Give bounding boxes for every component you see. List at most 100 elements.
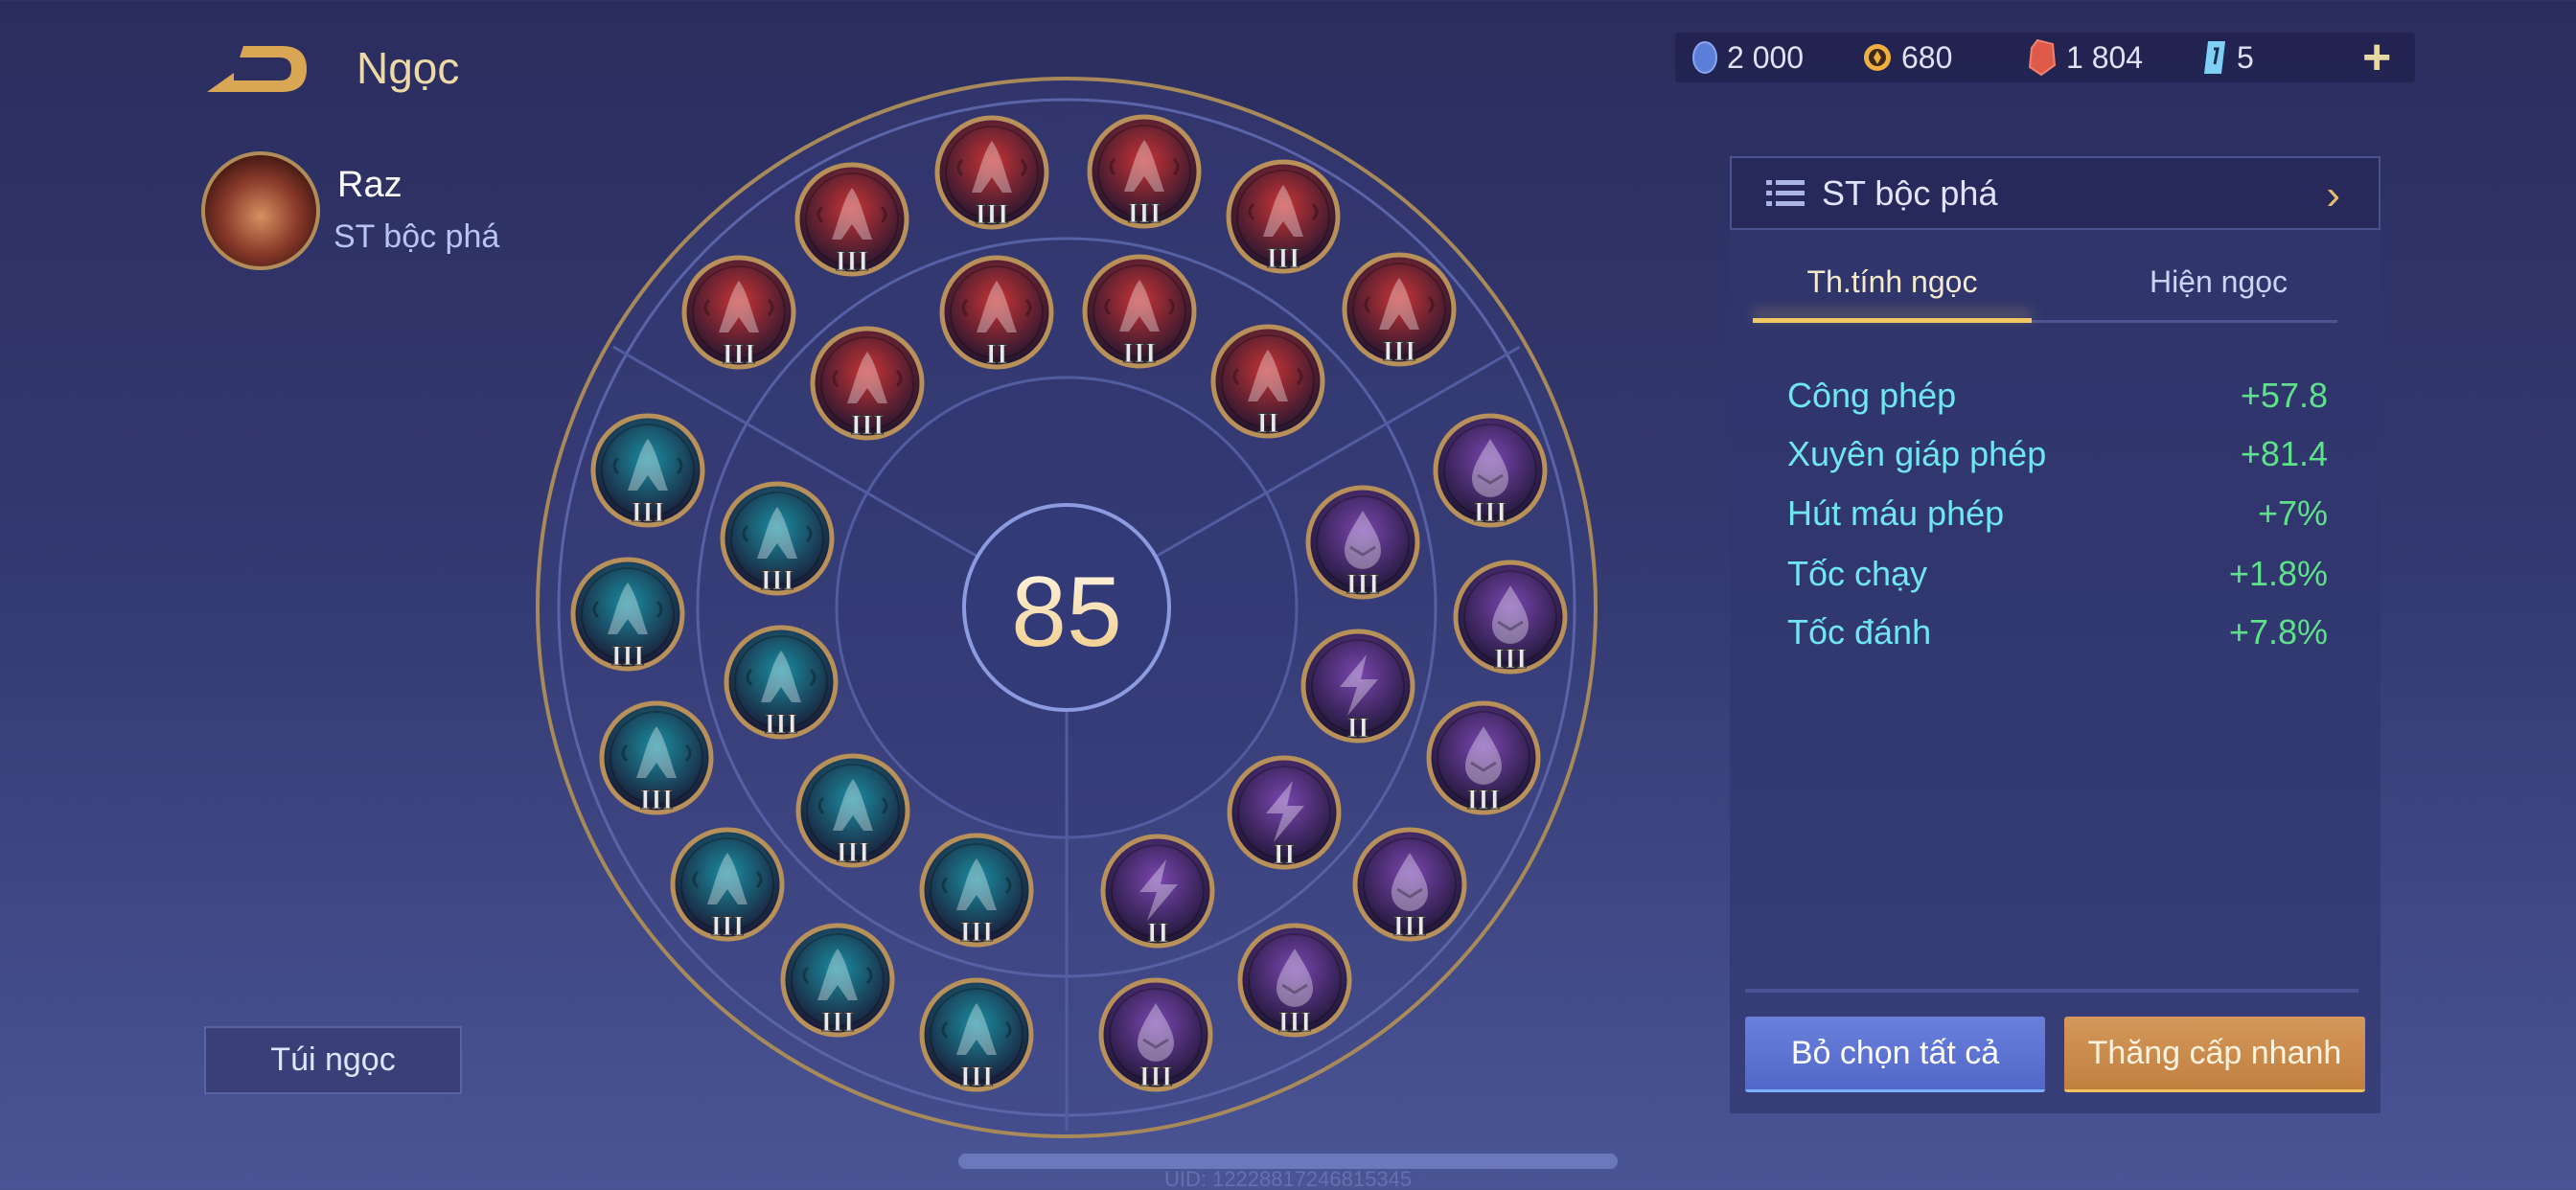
- back-arrow-icon[interactable]: [205, 44, 310, 94]
- gem-slot-red[interactable]: III: [933, 114, 1050, 231]
- arch-gem-icon: III: [670, 827, 785, 942]
- gem-slot-teal[interactable]: III: [569, 556, 686, 673]
- currency-value: 5: [2237, 39, 2254, 75]
- total-gem-level: 85: [971, 556, 1162, 670]
- stat-label: Tốc chạy: [1787, 554, 1928, 593]
- drop-gem-icon: III: [1433, 413, 1548, 528]
- drop-gem-icon: III: [1305, 485, 1420, 600]
- bolt-gem-icon: II: [1100, 834, 1215, 950]
- currency-value: 680: [1901, 39, 1953, 75]
- currency-red-gem[interactable]: 1 804: [2028, 33, 2143, 82]
- hero-avatar[interactable]: [201, 151, 320, 270]
- user-id: UID: 12228817246815345: [1163, 1167, 1413, 1190]
- gem-slot-red[interactable]: III: [809, 325, 926, 442]
- gem-slot-purple[interactable]: III: [1425, 699, 1542, 816]
- gem-slot-teal[interactable]: III: [918, 832, 1035, 949]
- gem-level: III: [1473, 496, 1506, 528]
- gem-slot-red[interactable]: III: [794, 161, 910, 278]
- gem-level: III: [761, 564, 794, 596]
- gem-slot-teal[interactable]: III: [589, 412, 706, 529]
- gem-slot-red[interactable]: III: [1341, 251, 1458, 368]
- gem-slot-red[interactable]: III: [680, 254, 797, 371]
- add-currency-button[interactable]: +: [2362, 30, 2392, 85]
- gem-level: III: [639, 784, 673, 815]
- gem-slot-purple[interactable]: III: [1304, 484, 1421, 601]
- stat-label: Hút máu phép: [1787, 493, 2005, 533]
- preset-selector[interactable]: ST bộc phá ›: [1730, 156, 2380, 230]
- gem-level: III: [959, 916, 993, 948]
- gem-slot-teal[interactable]: III: [918, 976, 1035, 1093]
- stat-value: +57.8: [2240, 376, 2328, 415]
- gem-bag-button[interactable]: Túi ngọc: [204, 1026, 462, 1094]
- gem-slot-purple[interactable]: III: [1432, 412, 1549, 529]
- arch-gem-icon: II: [1210, 324, 1325, 439]
- gem-level: III: [1278, 1006, 1312, 1038]
- gem-level: III: [764, 708, 797, 740]
- stat-value: +7%: [2257, 493, 2328, 533]
- stat-row: Tốc chạy +1.8%: [1787, 554, 2328, 594]
- gem-level: III: [1494, 643, 1528, 675]
- drop-gem-icon: III: [1426, 700, 1541, 815]
- gem-level: III: [1346, 568, 1380, 600]
- bolt-gem-icon: II: [1227, 755, 1342, 870]
- gem-slot-red[interactable]: III: [1081, 253, 1198, 370]
- gem-slot-teal[interactable]: III: [723, 624, 840, 741]
- gem-slot-purple[interactable]: II: [1300, 628, 1416, 744]
- gem-slot-teal[interactable]: III: [794, 752, 911, 869]
- gem-slot-red[interactable]: II: [938, 254, 1055, 371]
- hero-preset-name: ST bộc phá: [334, 218, 500, 255]
- arch-gem-icon: III: [1082, 254, 1197, 370]
- gem-level: III: [1266, 242, 1300, 274]
- bolt-gem-icon: II: [1300, 629, 1415, 744]
- blue-card-icon: [2204, 41, 2225, 74]
- gem-slot-purple[interactable]: III: [1452, 559, 1569, 675]
- gem-slot-purple[interactable]: III: [1097, 976, 1214, 1093]
- arch-gem-icon: III: [919, 977, 1034, 1093]
- quick-upgrade-button[interactable]: Thăng cấp nhanh: [2064, 1017, 2365, 1092]
- gem-slot-teal[interactable]: III: [719, 480, 836, 597]
- stat-row: Tốc đánh +7.8%: [1787, 612, 2328, 652]
- currency-value: 2 000: [1727, 39, 1805, 75]
- gem-slot-purple[interactable]: III: [1351, 826, 1468, 943]
- stat-row: Công phép +57.8: [1787, 376, 2328, 416]
- stat-label: Xuyên giáp phép: [1787, 434, 2047, 473]
- gem-slot-red[interactable]: III: [1225, 158, 1342, 275]
- currency-value: 1 804: [2066, 39, 2144, 75]
- deselect-all-button[interactable]: Bỏ chọn tất cả: [1745, 1017, 2045, 1092]
- arch-gem-icon: III: [780, 923, 895, 1038]
- stat-value: +81.4: [2240, 434, 2328, 473]
- scrollbar[interactable]: [958, 1154, 1618, 1169]
- gem-slot-red[interactable]: III: [1086, 113, 1203, 230]
- gem-slot-teal[interactable]: III: [598, 699, 715, 816]
- tab-show-gems[interactable]: Hiện ngọc: [2149, 264, 2288, 299]
- gem-slot-teal[interactable]: III: [779, 922, 896, 1039]
- gem-slot-red[interactable]: II: [1209, 323, 1326, 440]
- gem-slot-purple[interactable]: II: [1099, 833, 1216, 950]
- gem-slot-purple[interactable]: III: [1236, 922, 1353, 1039]
- arch-gem-icon: III: [720, 481, 835, 597]
- arch-gem-icon: III: [919, 833, 1034, 948]
- arch-gem-icon: III: [724, 625, 839, 741]
- gem-level: II: [1346, 712, 1368, 744]
- gem-level: III: [821, 1006, 855, 1038]
- gem-slot-purple[interactable]: II: [1226, 754, 1343, 871]
- arch-gem-icon: III: [810, 326, 925, 442]
- drop-gem-icon: III: [1453, 560, 1568, 675]
- currency-blue-coin[interactable]: 2 000: [1692, 33, 1804, 82]
- stat-row: Xuyên giáp phép +81.4: [1787, 434, 2328, 474]
- tab-gem-attributes[interactable]: Th.tính ngọc: [1806, 264, 1978, 299]
- gem-level: II: [1256, 407, 1278, 439]
- gem-level: III: [1466, 784, 1500, 815]
- currency-blue-card[interactable]: 5: [2202, 33, 2254, 82]
- gem-slot-teal[interactable]: III: [669, 826, 786, 943]
- drop-gem-icon: III: [1352, 827, 1467, 942]
- gem-level: III: [836, 836, 869, 868]
- currency-gold-coin[interactable]: 680: [1863, 33, 1952, 82]
- gem-level: III: [710, 910, 744, 942]
- gem-level: III: [631, 496, 664, 528]
- stats-panel: Th.tính ngọc Hiện ngọc Công phép +57.8 Xuy…: [1730, 230, 2380, 1113]
- active-tab-indicator: [1753, 318, 2032, 323]
- gem-level: III: [959, 1061, 993, 1092]
- gem-level: II: [985, 338, 1007, 370]
- gem-level: III: [1139, 1061, 1173, 1092]
